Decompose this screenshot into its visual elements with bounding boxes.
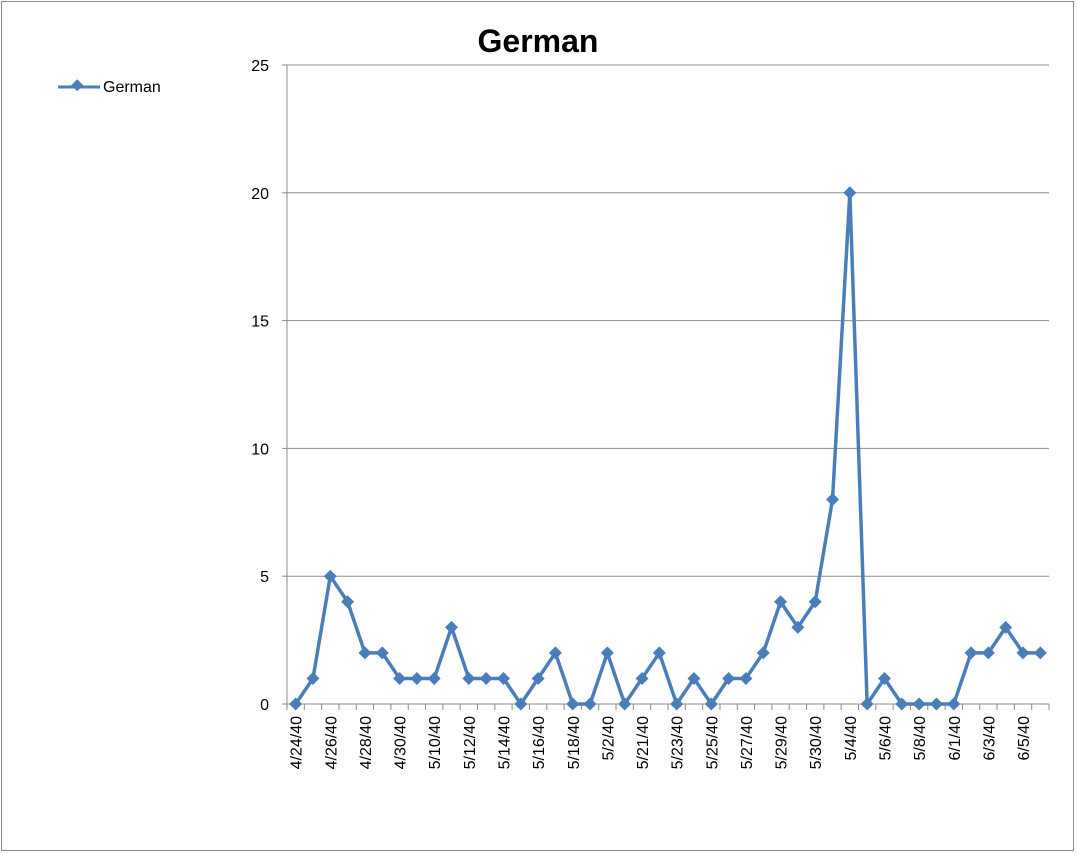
y-tick-label: 0 xyxy=(260,697,269,714)
x-tick-label: 5/25/40 xyxy=(704,716,721,769)
x-tick-label: 5/18/40 xyxy=(566,716,583,769)
data-point xyxy=(548,646,562,660)
data-point xyxy=(600,646,614,660)
gridlines xyxy=(287,64,1049,577)
data-point xyxy=(323,569,337,583)
y-axis-ticks: 0 5 10 15 20 25 xyxy=(251,58,287,714)
x-axis-ticks: 4/24/40 4/26/40 4/28/40 4/30/40 5/10/40 5/12/… xyxy=(286,704,1050,769)
data-point xyxy=(912,697,926,711)
x-tick-label: 5/16/40 xyxy=(531,716,548,769)
legend-label: German xyxy=(103,79,161,96)
y-tick-label: 25 xyxy=(251,58,269,75)
x-tick-label: 5/29/40 xyxy=(774,716,791,769)
data-point xyxy=(877,671,891,685)
data-point xyxy=(895,697,909,711)
x-tick-label: 5/21/40 xyxy=(635,716,652,769)
data-point xyxy=(358,646,372,660)
data-point xyxy=(306,671,320,685)
y-tick-label: 5 xyxy=(260,569,269,586)
x-tick-label: 5/6/40 xyxy=(877,716,894,761)
data-point xyxy=(566,697,580,711)
x-tick-label: 4/24/40 xyxy=(289,716,306,769)
data-point xyxy=(289,697,303,711)
data-point xyxy=(722,671,736,685)
data-point xyxy=(687,671,701,685)
data-point xyxy=(1016,646,1030,660)
data-point xyxy=(514,697,528,711)
y-tick-label: 20 xyxy=(251,186,269,203)
x-tick-label: 5/8/40 xyxy=(912,716,929,761)
data-point xyxy=(739,671,753,685)
data-point xyxy=(375,646,389,660)
data-point xyxy=(756,646,770,660)
chart-title: German xyxy=(478,23,599,59)
data-point xyxy=(341,595,355,609)
x-tick-label: 5/12/40 xyxy=(462,716,479,769)
x-tick-label: 4/30/40 xyxy=(393,716,410,769)
data-point xyxy=(860,697,874,711)
data-point xyxy=(704,697,718,711)
data-point xyxy=(393,671,407,685)
data-point xyxy=(652,646,666,660)
y-tick-label: 15 xyxy=(251,314,269,331)
legend: German xyxy=(58,79,161,96)
data-point xyxy=(670,697,684,711)
axes xyxy=(286,65,1049,705)
data-point xyxy=(999,620,1013,634)
x-tick-label: 5/2/40 xyxy=(600,716,617,761)
y-tick-label: 10 xyxy=(251,441,269,458)
data-point xyxy=(462,671,476,685)
x-tick-label: 6/3/40 xyxy=(981,716,998,761)
data-point xyxy=(531,671,545,685)
x-tick-label: 5/14/40 xyxy=(496,716,513,769)
data-point xyxy=(479,671,493,685)
data-point xyxy=(981,646,995,660)
legend-marker xyxy=(71,79,84,92)
series-German xyxy=(289,186,1047,711)
data-point xyxy=(964,646,978,660)
x-tick-label: 6/1/40 xyxy=(947,716,964,761)
x-tick-label: 5/10/40 xyxy=(427,716,444,769)
data-point xyxy=(843,186,857,200)
x-tick-label: 5/27/40 xyxy=(739,716,756,769)
x-tick-label: 4/26/40 xyxy=(323,716,340,769)
x-tick-label: 5/30/40 xyxy=(808,716,825,769)
data-point xyxy=(496,671,510,685)
x-tick-label: 5/23/40 xyxy=(670,716,687,769)
data-point xyxy=(635,671,649,685)
data-point xyxy=(410,671,424,685)
data-point xyxy=(826,493,840,507)
data-point xyxy=(808,595,822,609)
data-point xyxy=(774,595,788,609)
x-tick-label: 6/5/40 xyxy=(1016,716,1033,761)
x-tick-label: 4/28/40 xyxy=(358,716,375,769)
data-point xyxy=(929,697,943,711)
x-tick-label: 5/4/40 xyxy=(843,716,860,761)
data-point xyxy=(791,620,805,634)
data-point xyxy=(427,671,441,685)
data-point xyxy=(583,697,597,711)
data-point xyxy=(1033,646,1047,660)
data-point xyxy=(445,620,459,634)
data-point xyxy=(618,697,632,711)
data-point xyxy=(947,697,961,711)
